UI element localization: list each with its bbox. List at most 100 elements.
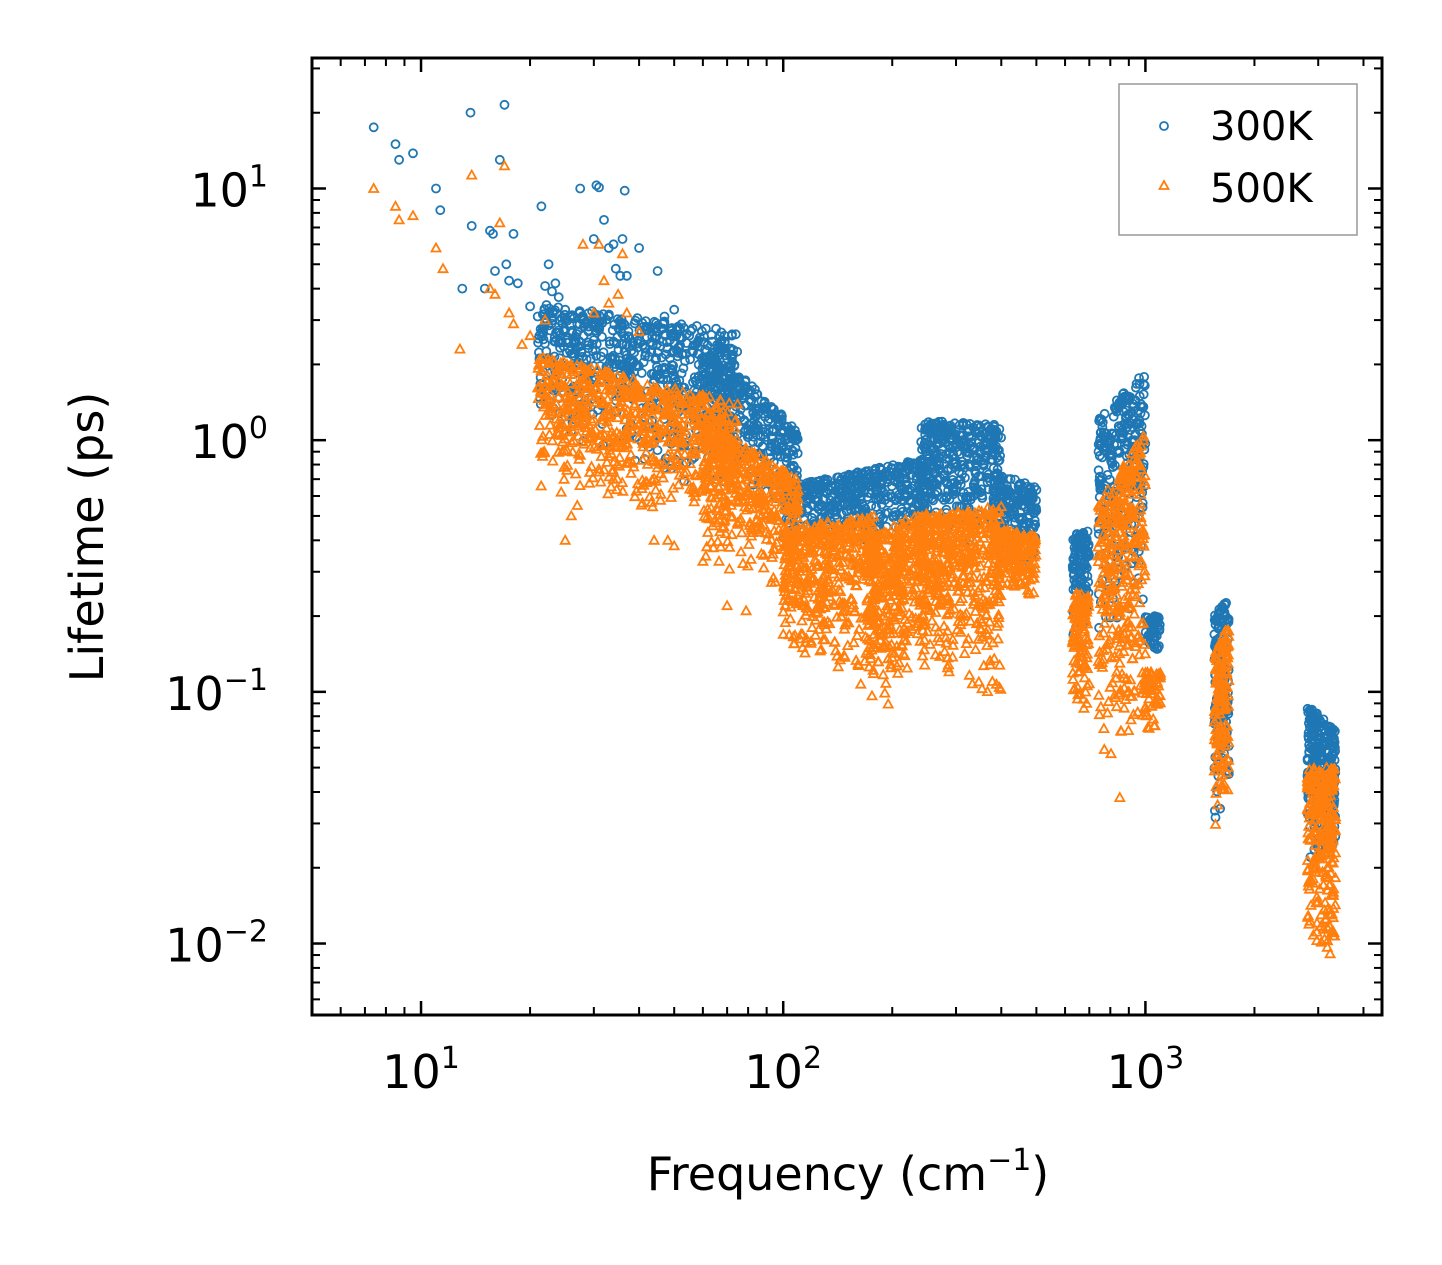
data-point: [654, 493, 667, 505]
data-point: [573, 479, 587, 490]
data-point: [798, 646, 812, 658]
data-point: [986, 425, 997, 436]
data-point: [802, 546, 815, 558]
data-point: [499, 99, 510, 110]
data-point: [758, 408, 769, 419]
data-point: [654, 423, 667, 435]
data-point: [700, 399, 713, 411]
data-point: [603, 383, 616, 395]
data-point: [664, 491, 678, 502]
data-point: [729, 372, 740, 382]
data-point: [634, 389, 647, 401]
data-point: [550, 397, 563, 409]
data-point: [875, 463, 885, 474]
data-point: [457, 283, 468, 294]
data-point: [536, 201, 547, 212]
data-point: [882, 652, 895, 664]
data-point: [728, 349, 738, 360]
data-point: [646, 385, 659, 396]
data-point: [845, 593, 859, 604]
data-point: [676, 385, 690, 397]
data-point: [967, 443, 978, 454]
data-point: [850, 654, 863, 665]
data-point: [881, 528, 894, 539]
data-point: [598, 429, 611, 440]
data-point: [667, 365, 678, 376]
data-point: [649, 483, 662, 495]
data-point: [562, 403, 575, 414]
data-point: [732, 440, 745, 452]
data-point: [394, 154, 405, 165]
data-point: [802, 503, 813, 514]
data-point: [744, 553, 758, 564]
data-point: [624, 448, 637, 459]
data-point: [858, 477, 869, 488]
data-point: [757, 561, 770, 573]
data-point: [688, 445, 702, 457]
data-point: [752, 389, 763, 400]
data-point: [566, 363, 579, 374]
data-point: [1094, 475, 1105, 486]
data-point: [669, 407, 682, 419]
data-point: [924, 480, 935, 491]
data-point: [585, 430, 598, 441]
data-point: [611, 457, 624, 469]
data-point: [555, 367, 568, 379]
data-point: [874, 614, 887, 626]
data-point: [820, 586, 833, 598]
data-point: [1150, 627, 1160, 638]
data-point: [975, 487, 986, 498]
data-point: [681, 475, 694, 487]
data-point: [990, 444, 1000, 455]
data-point: [714, 540, 727, 552]
data-point: [810, 529, 823, 540]
data-point: [368, 122, 379, 133]
data-point: [632, 380, 645, 392]
data-point: [865, 603, 878, 614]
data-point: [636, 496, 649, 508]
data-point: [736, 557, 750, 568]
data-point: [1029, 482, 1040, 493]
data-point: [609, 319, 620, 330]
data-point: [1105, 443, 1116, 454]
data-point: [1020, 501, 1030, 512]
data-point: [786, 594, 799, 606]
data-point: [845, 574, 858, 586]
data-point: [813, 501, 824, 512]
data-point: [757, 548, 770, 560]
data-point: [891, 667, 904, 678]
data-point: [573, 452, 586, 464]
data-point: [711, 504, 724, 516]
data-point: [501, 259, 512, 270]
data-point: [916, 423, 927, 433]
data-point: [705, 479, 718, 491]
data-point: [546, 434, 559, 446]
data-point: [535, 364, 548, 376]
data-point: [818, 618, 831, 629]
data-point: [1019, 486, 1029, 497]
data-point: [753, 516, 766, 528]
data-point: [723, 562, 736, 574]
data-point: [814, 644, 827, 656]
data-point: [586, 415, 599, 426]
data-point: [830, 610, 843, 622]
data-point: [932, 419, 943, 430]
data-point: [908, 481, 919, 491]
data-point: [1138, 389, 1149, 400]
data-point: [758, 402, 769, 413]
data-point: [716, 380, 726, 391]
data-point: [558, 444, 571, 455]
data-point: [806, 621, 819, 632]
data-point: [588, 234, 599, 244]
data-point: [640, 316, 651, 327]
data-point: [722, 438, 735, 450]
data-point: [723, 365, 734, 376]
data-point: [700, 344, 710, 355]
data-point: [684, 457, 697, 469]
data-point: [876, 465, 887, 475]
data-point: [1304, 714, 1315, 725]
data-point: [1326, 725, 1337, 735]
data-point: [677, 456, 690, 467]
data-point: [756, 396, 767, 407]
data-point: [1122, 422, 1132, 433]
